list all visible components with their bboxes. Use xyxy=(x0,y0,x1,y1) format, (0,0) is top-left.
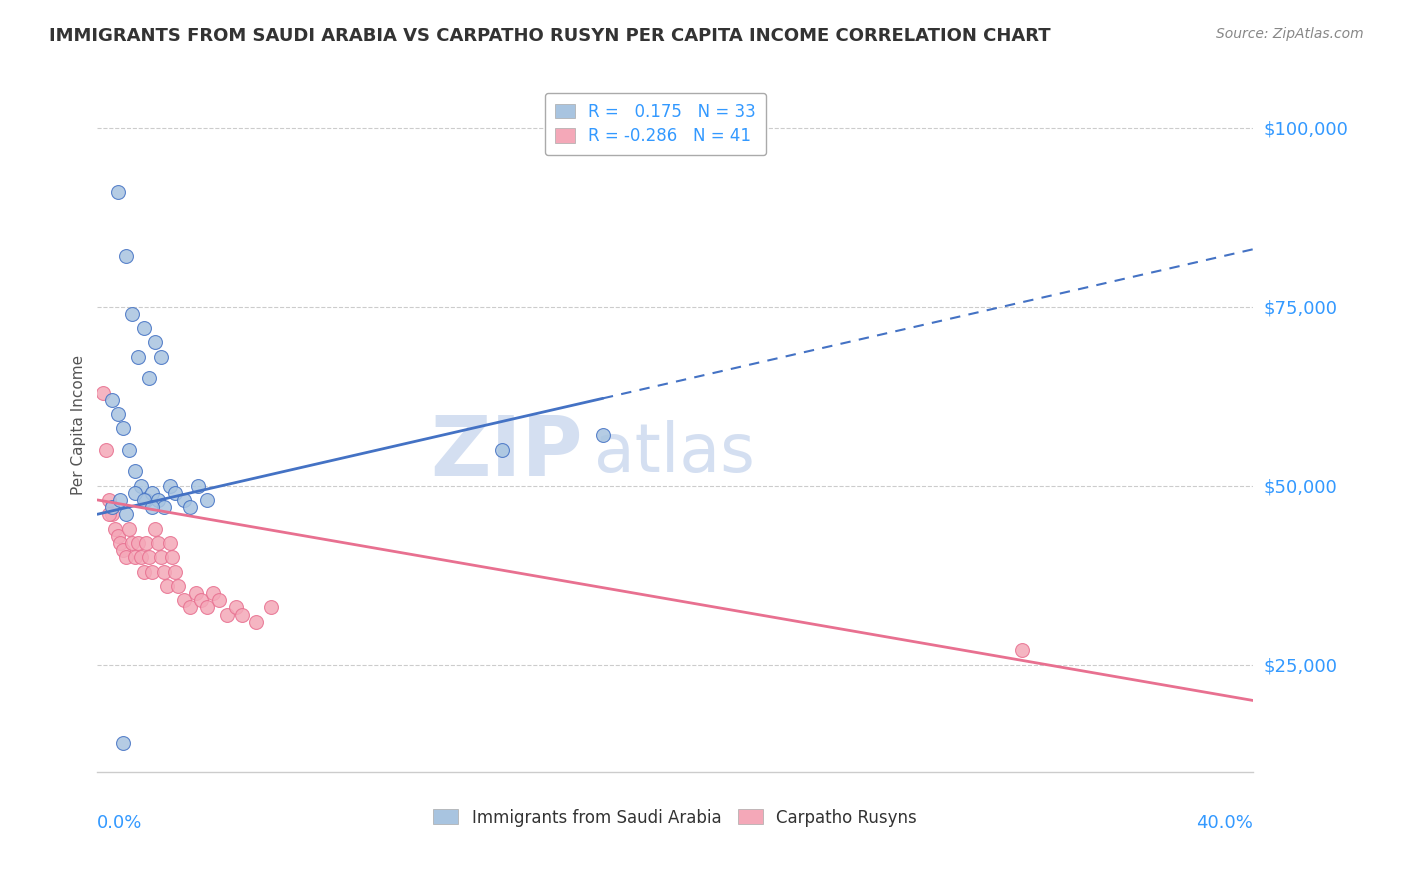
Point xyxy=(162,550,184,565)
Point xyxy=(101,500,124,514)
Legend: Immigrants from Saudi Arabia, Carpatho Rusyns: Immigrants from Saudi Arabia, Carpatho R… xyxy=(426,802,924,833)
Point xyxy=(143,522,166,536)
Point xyxy=(141,485,163,500)
Point xyxy=(115,508,138,522)
Text: Source: ZipAtlas.com: Source: ZipAtlas.com xyxy=(1216,27,1364,41)
Point xyxy=(127,350,149,364)
Point xyxy=(132,565,155,579)
Point xyxy=(115,550,138,565)
Point xyxy=(592,428,614,442)
Point xyxy=(107,407,129,421)
Point xyxy=(179,500,201,514)
Y-axis label: Per Capita Income: Per Capita Income xyxy=(72,355,86,495)
Text: IMMIGRANTS FROM SAUDI ARABIA VS CARPATHO RUSYN PER CAPITA INCOME CORRELATION CHA: IMMIGRANTS FROM SAUDI ARABIA VS CARPATHO… xyxy=(49,27,1050,45)
Point xyxy=(184,586,207,600)
Point xyxy=(208,593,231,607)
Point xyxy=(195,600,218,615)
Text: ZIP: ZIP xyxy=(430,412,582,493)
Point xyxy=(112,543,135,558)
Point xyxy=(132,492,155,507)
Point xyxy=(118,442,141,457)
Point xyxy=(129,478,152,492)
Point xyxy=(94,442,117,457)
Point xyxy=(97,492,120,507)
Point xyxy=(91,385,114,400)
Point xyxy=(491,442,513,457)
Point xyxy=(141,565,163,579)
Point xyxy=(121,536,143,550)
Point xyxy=(129,550,152,565)
Point xyxy=(146,492,169,507)
Point xyxy=(118,522,141,536)
Point xyxy=(97,508,120,522)
Point xyxy=(135,536,157,550)
Point xyxy=(149,350,172,364)
Point xyxy=(201,586,224,600)
Text: 40.0%: 40.0% xyxy=(1197,814,1253,831)
Point xyxy=(141,500,163,514)
Point xyxy=(260,600,283,615)
Point xyxy=(225,600,247,615)
Point xyxy=(159,536,181,550)
Point xyxy=(110,536,132,550)
Point xyxy=(101,508,124,522)
Point xyxy=(245,615,267,629)
Point xyxy=(124,550,146,565)
Point xyxy=(124,485,146,500)
Point xyxy=(104,522,127,536)
Point xyxy=(132,321,155,335)
Point xyxy=(107,529,129,543)
Point xyxy=(179,600,201,615)
Point xyxy=(138,371,160,385)
Point xyxy=(121,307,143,321)
Point xyxy=(101,392,124,407)
Point xyxy=(138,550,160,565)
Point xyxy=(195,492,218,507)
Point xyxy=(152,500,174,514)
Text: 0.0%: 0.0% xyxy=(97,814,143,831)
Point xyxy=(115,250,138,264)
Point xyxy=(159,478,181,492)
Point xyxy=(173,593,195,607)
Point xyxy=(217,607,239,622)
Point xyxy=(112,736,135,750)
Point xyxy=(110,492,132,507)
Point xyxy=(1011,643,1033,657)
Point xyxy=(165,565,187,579)
Point xyxy=(187,478,209,492)
Point xyxy=(124,464,146,478)
Point xyxy=(152,565,174,579)
Text: atlas: atlas xyxy=(595,419,755,485)
Point xyxy=(107,185,129,199)
Point xyxy=(143,335,166,350)
Point xyxy=(231,607,253,622)
Point xyxy=(165,485,187,500)
Point xyxy=(167,579,190,593)
Point xyxy=(173,492,195,507)
Point xyxy=(135,492,157,507)
Point xyxy=(190,593,212,607)
Point xyxy=(112,421,135,435)
Point xyxy=(156,579,179,593)
Point xyxy=(146,536,169,550)
Point xyxy=(149,550,172,565)
Point xyxy=(127,536,149,550)
